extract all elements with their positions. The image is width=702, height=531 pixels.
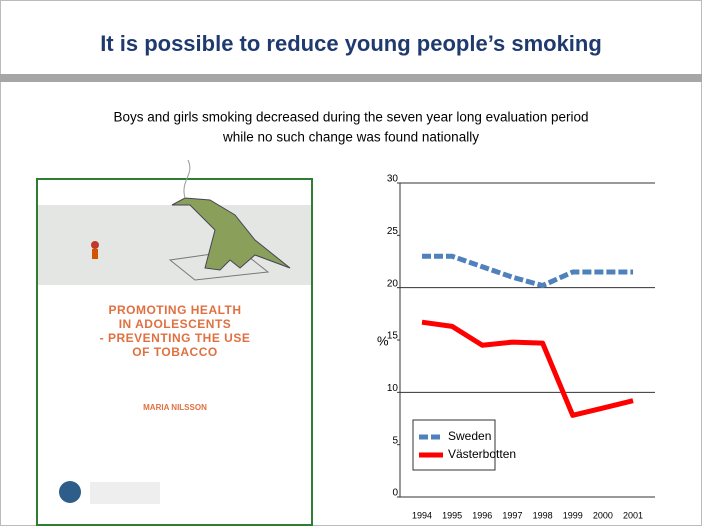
line-series bbox=[422, 253, 634, 289]
x-tick-label: 1995 bbox=[442, 510, 462, 520]
y-tick-label: 25 bbox=[387, 226, 399, 237]
x-tick-label: 1997 bbox=[502, 510, 522, 520]
chart: 0 5 10 15 20 25 30% 1994 1995 1996 1997 1998 1999 200… bbox=[377, 174, 655, 520]
cover-illustration bbox=[38, 205, 311, 285]
x-tick-label: 1996 bbox=[472, 510, 492, 520]
x-tick-label: 2000 bbox=[593, 510, 613, 520]
y-axis-label: % bbox=[377, 333, 389, 348]
cover-author: MARIA NILSSON bbox=[143, 403, 207, 412]
child bbox=[92, 249, 98, 259]
subtitle: Boys and girls smoking decreased during … bbox=[113, 110, 588, 125]
university-logo bbox=[59, 481, 81, 503]
cover-title: OF TOBACCO bbox=[132, 345, 217, 359]
subtitle: while no such change was found nationall… bbox=[222, 130, 479, 145]
x-tick-label: 1999 bbox=[563, 510, 583, 520]
title-bar bbox=[0, 74, 702, 82]
y-tick-label: 20 bbox=[387, 278, 399, 289]
x-tick-label: 1994 bbox=[412, 510, 432, 520]
cover-fineprint bbox=[90, 482, 160, 504]
x-tick-label: 1998 bbox=[533, 510, 553, 520]
dinosaur bbox=[171, 197, 291, 271]
legend-box bbox=[412, 419, 496, 471]
legend-label: Sweden bbox=[448, 429, 491, 443]
slide-title: It is possible to reduce young people’s … bbox=[100, 31, 602, 56]
y-tick-label: 5 bbox=[392, 435, 398, 446]
book-cover: PROMOTING HEALTH IN ADOLESCENTS - PREVEN… bbox=[36, 159, 313, 526]
cover-title: PROMOTING HEALTH bbox=[108, 303, 241, 317]
smoke bbox=[183, 159, 191, 199]
y-tick-label: 30 bbox=[387, 174, 399, 185]
cover-title: IN ADOLESCENTS bbox=[119, 317, 232, 331]
child bbox=[91, 241, 99, 249]
legend-label: Västerbotten bbox=[448, 447, 516, 461]
line-series bbox=[421, 319, 634, 418]
y-tick-label: 0 bbox=[392, 488, 398, 499]
x-tick-label: 2001 bbox=[623, 510, 643, 520]
y-tick-label: 10 bbox=[387, 383, 399, 394]
cover-title: - PREVENTING THE USE bbox=[100, 331, 251, 345]
y-tick-label: 15 bbox=[387, 331, 399, 342]
